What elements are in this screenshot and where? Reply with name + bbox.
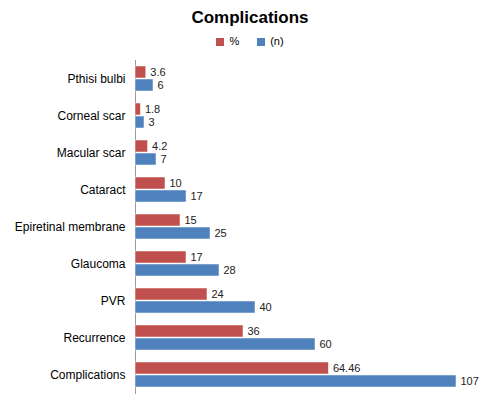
svg-text:Epiretinal membrane: Epiretinal membrane [15,220,126,234]
svg-text:64.46: 64.46 [333,362,361,374]
svg-text:Complications: Complications [50,368,125,382]
svg-text:17: 17 [191,251,203,263]
svg-text:Corneal scar: Corneal scar [57,109,125,123]
svg-text:4.2: 4.2 [152,140,167,152]
svg-text:15: 15 [185,214,197,226]
svg-text:24: 24 [212,288,224,300]
svg-text:Glaucoma: Glaucoma [71,257,126,271]
html-text:(n): (n) [270,35,284,47]
svg-text:60: 60 [320,338,332,350]
svg-text:25: 25 [215,227,227,239]
svg-text:Pthisi bulbi: Pthisi bulbi [67,72,125,86]
svg-text:Macular scar: Macular scar [57,146,126,160]
svg-text:1.8: 1.8 [145,103,160,115]
svg-text:Recurrence: Recurrence [63,331,125,345]
svg-text:17: 17 [191,190,203,202]
svg-text:3.6: 3.6 [150,66,165,78]
html-text:Complications: Complications [191,8,309,27]
svg-text:PVR: PVR [101,294,126,308]
svg-text:107: 107 [461,375,479,387]
svg-text:7: 7 [161,153,167,165]
svg-text:6: 6 [158,79,164,91]
svg-text:Cataract: Cataract [80,183,126,197]
svg-text:36: 36 [248,325,260,337]
svg-text:3: 3 [149,116,155,128]
svg-text:10: 10 [170,177,182,189]
svg-text:28: 28 [224,264,236,276]
svg-text:40: 40 [260,301,272,313]
